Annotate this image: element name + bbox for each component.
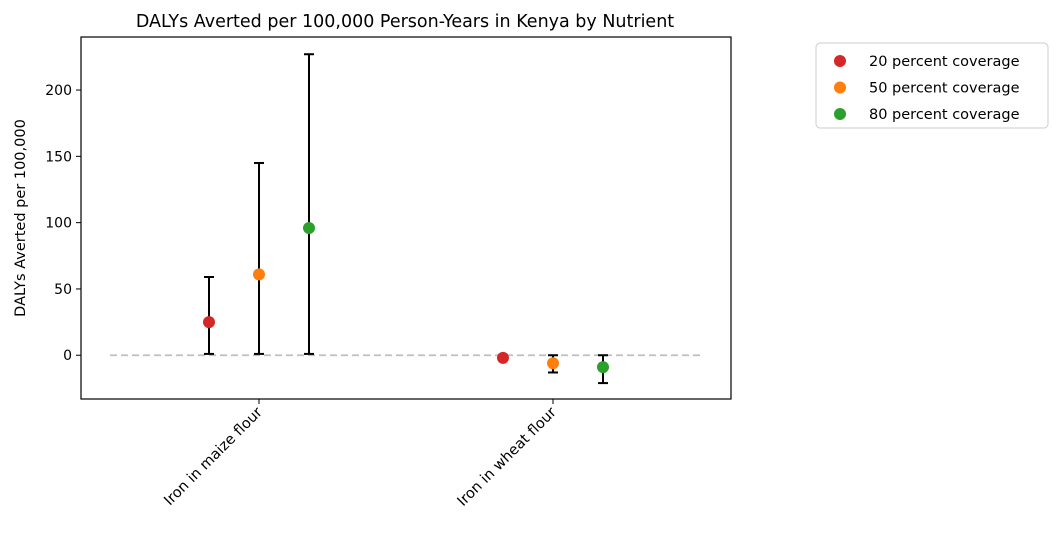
data-point <box>597 361 609 374</box>
legend-marker <box>834 81 846 94</box>
legend-box <box>815 42 1049 129</box>
chart-title: DALYs Averted per 100,000 Person-Years i… <box>136 12 674 32</box>
y-axis-label: DALYs Averted per 100,000 <box>13 119 29 317</box>
legend-label: 50 percent coverage <box>869 81 1020 97</box>
plot-area: 0 50 100 150 200 Iron in maize flour Iron in w… <box>45 36 732 510</box>
legend-label: 80 percent coverage <box>869 107 1020 123</box>
data-point <box>203 316 215 329</box>
y-tick-label: 50 <box>54 282 72 298</box>
axes-frame <box>80 36 732 400</box>
data-point <box>303 221 315 234</box>
y-tick-label: 200 <box>45 83 72 99</box>
x-tick-label: Iron in maize flour <box>161 404 266 509</box>
legend: 20 percent coverage 50 percent coverage 80… <box>815 42 1049 129</box>
data-point <box>253 268 265 281</box>
x-tick-label: Iron in wheat flour <box>455 404 560 509</box>
y-tick-label: 100 <box>45 216 72 232</box>
legend-marker <box>834 55 846 67</box>
y-tick-label: 150 <box>45 149 72 165</box>
data-point <box>547 357 559 370</box>
data-point <box>497 351 509 364</box>
legend-marker <box>834 108 846 120</box>
y-tick-label: 0 <box>63 348 72 364</box>
legend-label: 20 percent coverage <box>869 54 1020 70</box>
